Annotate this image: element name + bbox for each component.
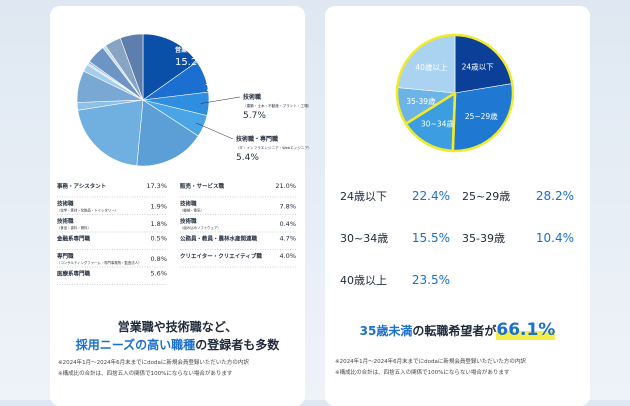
age-label: 25~29歳	[462, 190, 510, 203]
row-label: 販売・サービス職	[180, 182, 225, 190]
highlight-outline	[405, 91, 457, 152]
pie-slice	[119, 33, 144, 101]
note: ※構成比の合計は、四捨五入の関係で100%にならない場合があります	[335, 370, 510, 376]
slice-sublabel: （IT・インフラエンジニア・Webエンジニア）	[236, 145, 312, 150]
age-value: 15.5%	[412, 231, 450, 245]
slice-label: 40歳以上	[415, 62, 448, 72]
slice-label: 企画・管理	[204, 72, 235, 80]
age-label: 30~34歳	[340, 232, 388, 245]
pie-outline	[395, 33, 515, 153]
slice-sublabel: （建築・土木・不動産・プラント・工場）	[243, 103, 311, 108]
row-label: 技術職	[57, 200, 74, 208]
row-label: クリエイター・クリエイティブ職	[180, 252, 262, 260]
note: ※構成比の合計は、四捨五入の関係で100%にならない場合があります	[58, 371, 233, 377]
note: ※2024年1月～2024年6月末までにdodaに新規会員登録いただいた方の内訳	[335, 359, 526, 365]
row-value: 5.6%	[150, 270, 167, 278]
row-value: 4.7%	[279, 235, 296, 243]
right-headline: 35歳未満の転職希望者が66.1%	[325, 320, 590, 340]
row-value: 0.8%	[150, 255, 167, 263]
row-value: 17.3%	[146, 182, 167, 190]
slice-label: 25~29歳	[465, 111, 498, 121]
row-sublabel: （コンサルティングファーム・専門事務所・監査法人）	[57, 260, 141, 265]
headline-emphasis: 35歳未満	[359, 324, 413, 338]
row-sublabel: （化学・素材・化粧品・トイレタリー）	[57, 208, 118, 213]
row-label: 金融系専門職	[56, 235, 91, 243]
slice-label: 35-39歳	[406, 96, 436, 106]
pie-slice	[77, 99, 144, 167]
slice-label: 営業職	[175, 46, 193, 54]
row-label: 技術職	[180, 200, 197, 208]
row-sublabel: （組み込みソフトウェア）	[180, 225, 221, 230]
slice-label: 24歳以下	[462, 61, 495, 71]
age-value: 28.2%	[536, 189, 574, 203]
slice-label: 30~34歳	[421, 118, 454, 128]
headline-text: の転職希望者が	[412, 324, 497, 338]
leader-line	[200, 96, 241, 104]
row-label: 医療系専門職	[57, 270, 91, 278]
slice-value: 7.9%	[205, 83, 230, 94]
slice-label: 技術職・専門職	[236, 135, 278, 143]
pie-slice	[142, 33, 198, 101]
row-label: 公務員・教員・農林水産関連職	[180, 235, 258, 243]
left-headline-1: 営業職や技術職など、	[117, 320, 238, 334]
age-label: 40歳以上	[340, 274, 387, 287]
row-value: 7.8%	[279, 203, 296, 211]
pie-slice	[136, 99, 199, 167]
row-label: 技術職	[57, 217, 74, 225]
headline-emphasis: 採用ニーズの高い職種	[75, 338, 196, 352]
row-label: 事務・アシスタント	[57, 182, 106, 190]
age-label: 24歳以下	[340, 190, 387, 203]
slice-value: 5.7%	[243, 111, 266, 121]
slice-value: 15.2%	[175, 57, 207, 68]
leader-line	[196, 122, 234, 140]
row-label: 専門職	[57, 252, 74, 260]
row-value: 0.5%	[150, 235, 167, 243]
slice-value: 5.4%	[236, 153, 259, 163]
slice-label: 技術職	[243, 93, 261, 101]
headline-text: の登録者も多数	[195, 338, 280, 352]
row-sublabel: （食品・香料・飼料）	[57, 225, 91, 230]
age-value: 10.4%	[536, 231, 574, 245]
row-value: 21.0%	[275, 182, 296, 190]
row-value: 4.0%	[279, 252, 296, 260]
row-label: 技術職	[180, 217, 197, 225]
left-headline-2: 採用ニーズの高い職種の登録者も多数	[0, 336, 355, 353]
note: ※2024年1月～2024年6月末までにdodaに新規会員登録いただいた方の内訳	[58, 360, 249, 366]
row-value: 1.8%	[150, 220, 167, 228]
age-label: 35-39歳	[462, 232, 505, 245]
age-value: 22.4%	[412, 189, 450, 203]
age-value: 23.5%	[412, 273, 450, 287]
row-sublabel: （機械・電気）	[180, 208, 204, 213]
row-value: 0.4%	[279, 220, 296, 228]
row-value: 1.9%	[150, 203, 167, 211]
headline-figure: 66.1%	[496, 320, 556, 340]
